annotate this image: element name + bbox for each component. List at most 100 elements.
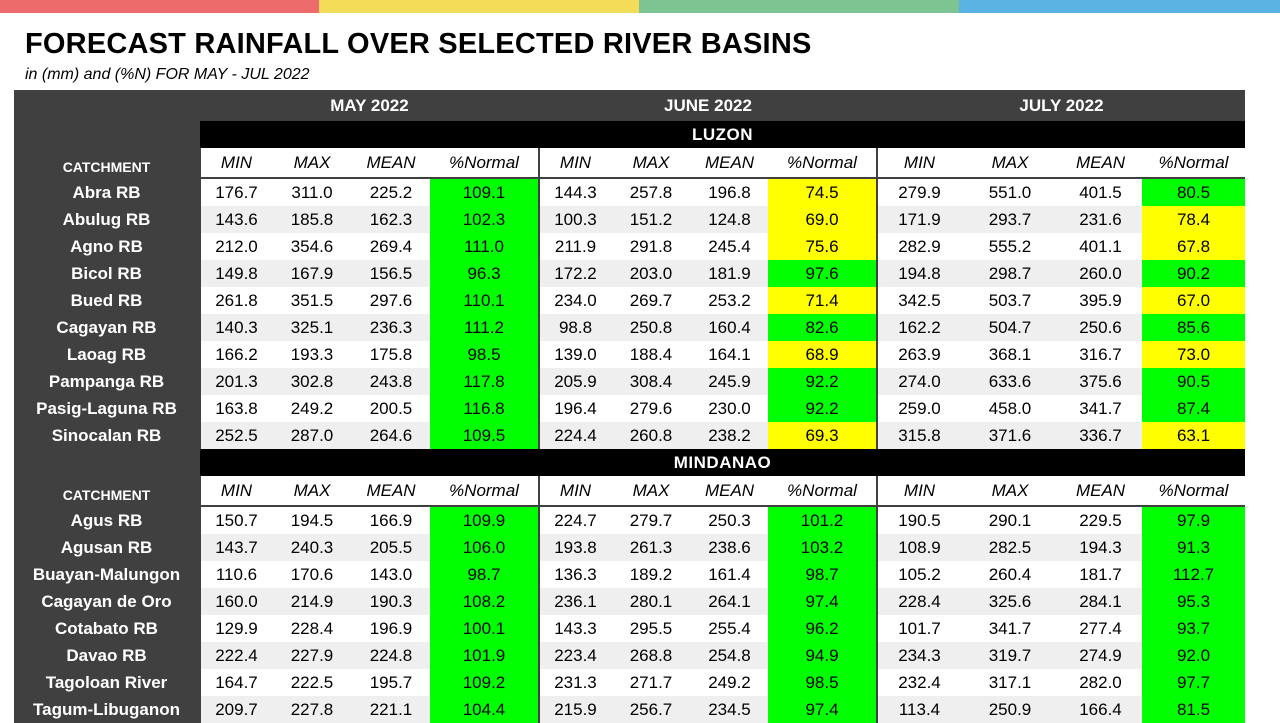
region-row: MINDANAO [14,449,1245,476]
value-cell: 175.8 [352,341,430,368]
value-cell: 196.4 [538,395,611,422]
percent-normal-cell: 97.4 [768,696,877,723]
percent-normal-cell: 92.2 [768,395,877,422]
percent-normal-cell: 98.7 [430,561,539,588]
region-label: MINDANAO [200,449,1245,476]
region-corner [14,449,200,476]
value-cell: 136.3 [538,561,611,588]
percent-normal-cell: 81.5 [1142,696,1245,723]
value-cell: 259.0 [876,395,961,422]
value-cell: 395.9 [1059,287,1142,314]
column-header: MAX [611,476,691,507]
value-cell: 194.8 [876,260,961,287]
value-cell: 255.4 [691,615,768,642]
value-cell: 231.6 [1059,206,1142,233]
value-cell: 140.3 [199,314,272,341]
percent-normal-cell: 69.3 [768,422,877,449]
percent-normal-cell: 71.4 [768,287,877,314]
value-cell: 222.4 [199,642,272,669]
basin-name: Tagoloan River [14,669,200,696]
value-cell: 144.3 [538,178,611,206]
percent-normal-cell: 104.4 [430,696,539,723]
stripe-red [0,0,319,13]
value-cell: 269.4 [352,233,430,260]
value-cell: 264.6 [352,422,430,449]
value-cell: 234.3 [876,642,961,669]
percent-normal-cell: 109.2 [430,669,539,696]
value-cell: 256.7 [611,696,691,723]
value-cell: 232.4 [876,669,961,696]
value-cell: 160.0 [199,588,272,615]
percent-normal-cell: 111.2 [430,314,539,341]
value-cell: 341.7 [1059,395,1142,422]
value-cell: 279.9 [876,178,961,206]
value-cell: 250.3 [691,506,768,534]
table-row: Abra RB 176.7 311.0 225.2 109.1 144.3 257.8 196… [14,178,1245,206]
percent-normal-cell: 97.6 [768,260,877,287]
value-cell: 325.6 [961,588,1059,615]
percent-normal-cell: 116.8 [430,395,539,422]
value-cell: 354.6 [272,233,352,260]
percent-normal-cell: 106.0 [430,534,539,561]
percent-normal-cell: 103.2 [768,534,877,561]
value-cell: 139.0 [538,341,611,368]
catchment-header: CATCHMENT [14,476,200,507]
column-header: MIN [538,476,611,507]
value-cell: 290.1 [961,506,1059,534]
value-cell: 227.9 [272,642,352,669]
percent-normal-cell: 98.5 [768,669,877,696]
column-header: %Normal [768,148,877,179]
value-cell: 185.8 [272,206,352,233]
percent-normal-cell: 91.3 [1142,534,1245,561]
percent-normal-cell: 110.1 [430,287,539,314]
table-row: Tagum-Libuganon 209.7 227.8 221.1 104.4 215.9… [14,696,1245,723]
value-cell: 231.3 [538,669,611,696]
value-cell: 215.9 [538,696,611,723]
basin-name: Tagum-Libuganon [14,696,200,723]
percent-normal-cell: 67.8 [1142,233,1245,260]
percent-normal-cell: 97.4 [768,588,877,615]
basin-name: Bued RB [14,287,200,314]
value-cell: 113.4 [876,696,961,723]
value-cell: 224.4 [538,422,611,449]
value-cell: 188.4 [611,341,691,368]
value-cell: 371.6 [961,422,1059,449]
value-cell: 224.7 [538,506,611,534]
value-cell: 150.7 [199,506,272,534]
column-header: MEAN [1059,148,1142,179]
value-cell: 282.9 [876,233,961,260]
value-cell: 143.0 [352,561,430,588]
percent-normal-cell: 96.3 [430,260,539,287]
percent-normal-cell: 90.5 [1142,368,1245,395]
table-row: Sinocalan RB 252.5 287.0 264.6 109.5 224.4 260… [14,422,1245,449]
page-title: FORECAST RAINFALL OVER SELECTED RIVER BA… [25,28,812,60]
column-header: MEAN [691,148,768,179]
value-cell: 291.8 [611,233,691,260]
percent-normal-cell: 102.3 [430,206,539,233]
value-cell: 250.6 [1059,314,1142,341]
percent-normal-cell: 98.5 [430,341,539,368]
value-cell: 164.1 [691,341,768,368]
percent-normal-cell: 95.3 [1142,588,1245,615]
value-cell: 143.6 [199,206,272,233]
month-header-row: MAY 2022 JUNE 2022 JULY 2022 [14,90,1245,121]
region-corner [14,121,200,148]
value-cell: 325.1 [272,314,352,341]
table-row: Agusan RB 143.7 240.3 205.5 106.0 193.8 261.3 2… [14,534,1245,561]
value-cell: 203.0 [611,260,691,287]
column-header: %Normal [1142,148,1245,179]
value-cell: 110.6 [199,561,272,588]
value-cell: 236.1 [538,588,611,615]
subheader-row: CATCHMENT MIN MAX MEAN %Normal MIN MAX MEAN %Nor… [14,148,1245,179]
basin-name: Laoag RB [14,341,200,368]
value-cell: 504.7 [961,314,1059,341]
basin-name: Cagayan de Oro [14,588,200,615]
page-subtitle: in (mm) and (%N) FOR MAY - JUL 2022 [25,66,310,83]
percent-normal-cell: 97.9 [1142,506,1245,534]
value-cell: 274.0 [876,368,961,395]
column-header: MEAN [352,148,430,179]
basin-name: Abra RB [14,178,200,206]
percent-normal-cell: 63.1 [1142,422,1245,449]
value-cell: 181.7 [1059,561,1142,588]
percent-normal-cell: 69.0 [768,206,877,233]
